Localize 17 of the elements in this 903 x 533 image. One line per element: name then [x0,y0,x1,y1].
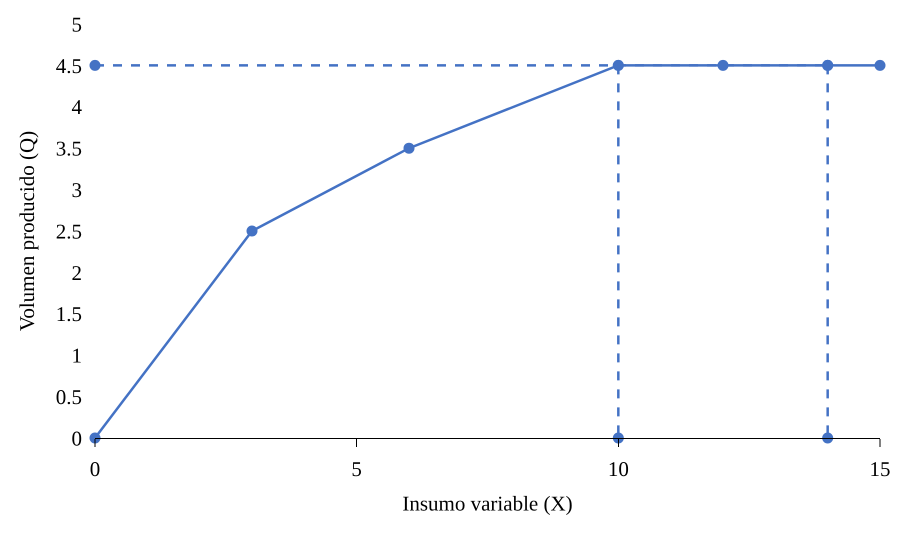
y-axis-title: Volumen producido (Q) [14,130,39,332]
y-tick-label: 4 [72,95,82,120]
x-tick-label: 15 [870,457,890,482]
x-tick-label: 0 [90,457,100,482]
y-tick-label: 2 [72,260,82,285]
y-tick-label: 3.5 [56,136,82,161]
x-tick-label: 5 [351,457,362,482]
y-tick-label: 0 [72,426,82,450]
y-tick-label: 4.5 [56,54,82,78]
y-tick-label: 0.5 [56,384,82,409]
y-tick-label: 1 [72,344,82,368]
y-tick-label: 2.5 [56,219,82,244]
x-axis-title: Insumo variable (X) [402,491,573,516]
y-tick-label: 5 [72,12,82,36]
x-tick-label: 10 [608,457,629,482]
y-tick-label: 3 [72,178,82,202]
y-tick-label: 1.5 [56,302,82,326]
